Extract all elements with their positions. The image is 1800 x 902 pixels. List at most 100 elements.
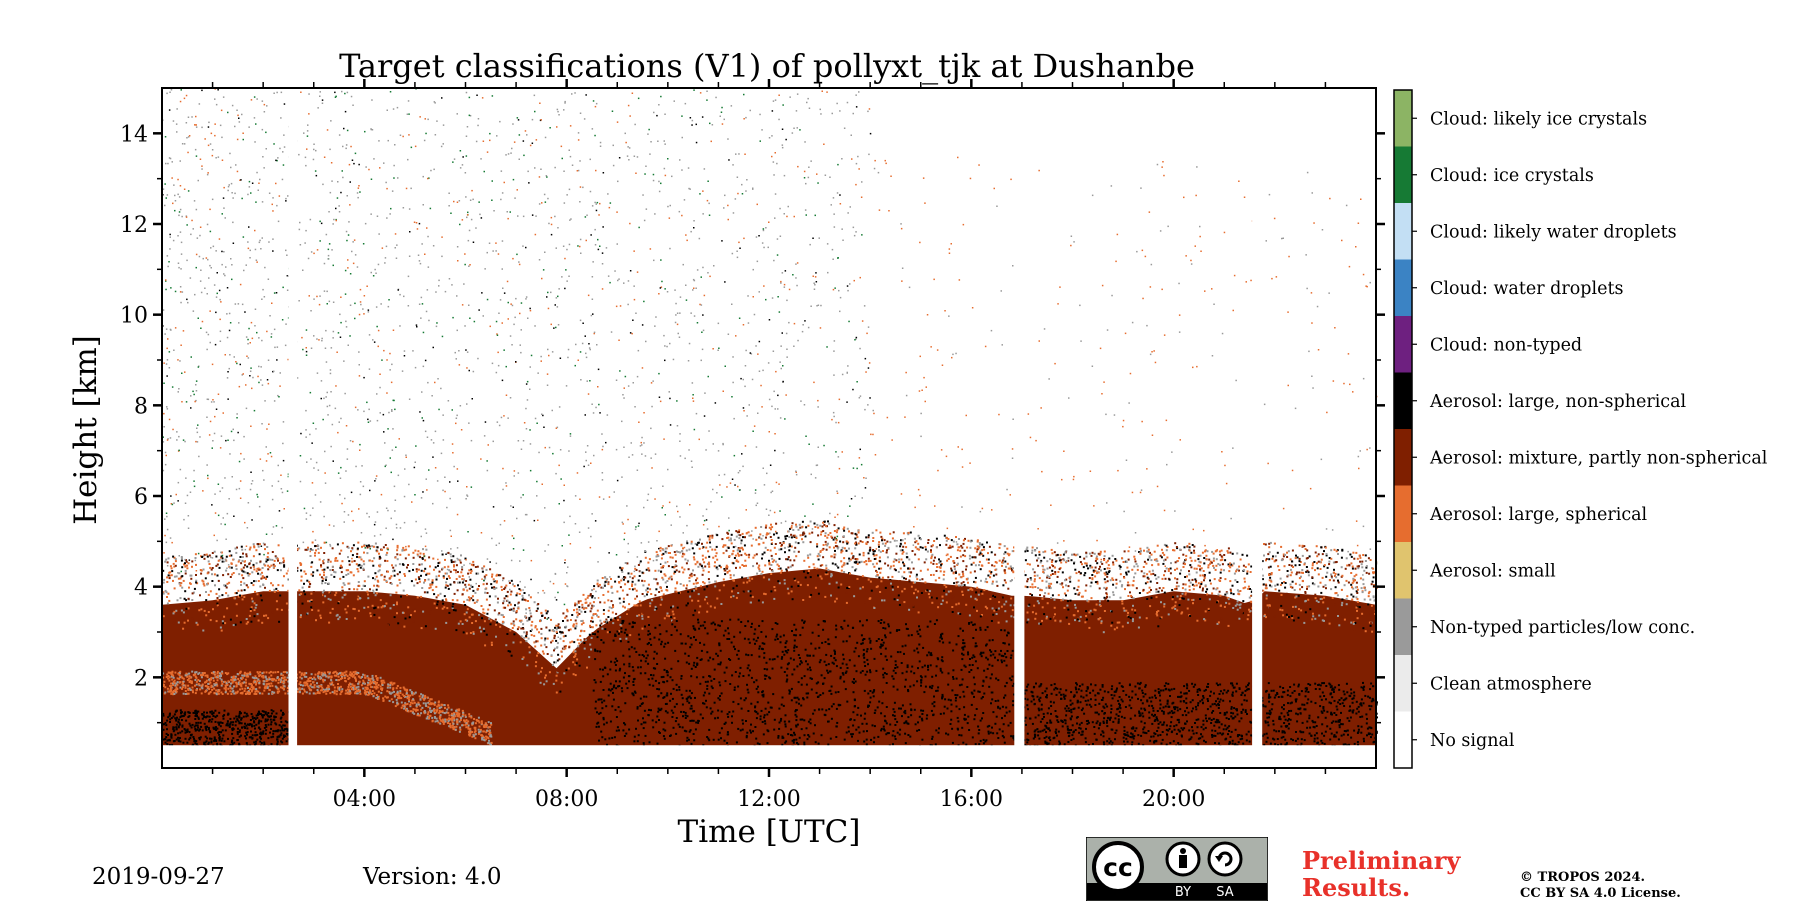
speckle-point <box>1095 557 1098 560</box>
speckle-point <box>758 570 761 572</box>
speckle-point <box>1211 734 1213 736</box>
speckle-point <box>484 588 487 591</box>
speckle-point <box>342 575 345 578</box>
speckle-point <box>715 545 718 548</box>
speckle-point <box>300 569 303 572</box>
speckle-point <box>633 575 636 578</box>
speckle-point <box>810 588 813 591</box>
speckle-point <box>939 566 942 569</box>
speckle-point <box>791 630 793 632</box>
speckle-point <box>867 704 870 707</box>
speckle-point <box>845 640 848 643</box>
speckle-point <box>779 542 782 544</box>
speckle-point <box>1048 586 1051 589</box>
speckle-point <box>1065 561 1068 564</box>
speckle-point <box>783 653 786 656</box>
speckle-point <box>1111 554 1114 557</box>
speckle-point <box>610 607 613 610</box>
speckle-point <box>787 556 790 559</box>
speckle-point <box>1218 742 1220 745</box>
speckle-point <box>1355 573 1358 576</box>
speckle-point <box>634 567 637 570</box>
speckle-point <box>712 658 715 661</box>
speckle-point <box>1080 695 1083 698</box>
speckle-point <box>608 606 611 609</box>
plot-area <box>162 88 1378 748</box>
speckle-point <box>635 569 638 571</box>
speckle-point <box>600 586 603 589</box>
speckle-point <box>941 599 944 602</box>
speckle-point <box>918 537 921 540</box>
speckle-point <box>1093 552 1096 555</box>
speckle-point <box>565 625 568 628</box>
speckle-point <box>803 570 805 573</box>
speckle-point <box>938 561 941 564</box>
speckle-point <box>913 537 916 540</box>
speckle-point <box>990 593 993 596</box>
speckle-point <box>509 593 512 596</box>
speckle-point <box>706 610 709 613</box>
speckle-point <box>1034 617 1037 620</box>
speckle-point <box>239 594 241 597</box>
speckle-point <box>255 562 258 565</box>
speckle-point <box>408 570 411 573</box>
speckle-point <box>1215 564 1218 567</box>
speckle-point <box>499 625 502 628</box>
speckle-point <box>1341 615 1344 618</box>
speckle-point <box>793 577 796 580</box>
speckle-point <box>802 698 805 701</box>
speckle-point <box>690 575 693 578</box>
speckle-point <box>240 583 242 586</box>
speckle-point <box>816 555 819 558</box>
speckle-point <box>1218 590 1221 593</box>
speckle-point <box>235 551 238 554</box>
speckle-point <box>742 536 744 539</box>
speckle-point <box>861 575 864 578</box>
speckle-point <box>314 552 317 554</box>
speckle-point <box>872 540 875 542</box>
speckle-point <box>1334 735 1337 738</box>
speckle-point <box>622 578 625 581</box>
speckle-point <box>1306 549 1309 552</box>
speckle-point <box>854 532 857 535</box>
speckle-point <box>174 560 177 563</box>
speckle-point <box>560 650 563 653</box>
speckle-point <box>347 572 350 575</box>
speckle-point <box>917 558 920 561</box>
speckle-point <box>416 553 419 556</box>
speckle-point <box>473 601 476 604</box>
speckle-point <box>976 539 979 542</box>
speckle-point <box>714 623 716 626</box>
speckle-point <box>1341 574 1344 577</box>
speckle-point <box>1131 568 1134 571</box>
speckle-point <box>869 559 872 562</box>
speckle-point <box>884 586 887 589</box>
speckle-point <box>525 631 528 634</box>
speckle-point <box>792 534 795 537</box>
speckle-point <box>183 621 186 624</box>
speckle-point <box>524 615 527 618</box>
speckle-point <box>498 612 501 615</box>
speckle-point <box>930 591 933 594</box>
speckle-point <box>1219 604 1222 607</box>
speckle-point <box>469 572 472 574</box>
speckle-point <box>493 586 496 589</box>
speckle-point <box>798 523 801 526</box>
speckle-point <box>1220 617 1223 620</box>
speckle-point <box>1064 579 1066 582</box>
speckle-point <box>162 591 165 594</box>
speckle-point <box>623 722 625 725</box>
speckle-point <box>1193 549 1195 552</box>
speckle-point <box>580 630 582 633</box>
speckle-point <box>971 664 974 666</box>
speckle-point <box>960 668 963 671</box>
speckle-point <box>1270 579 1273 582</box>
speckle-point <box>1217 563 1220 565</box>
speckle-point <box>657 555 660 558</box>
speckle-point <box>1335 592 1338 594</box>
speckle-point <box>681 550 683 553</box>
speckle-point <box>763 592 766 595</box>
speckle-point <box>869 669 871 672</box>
speckle-point <box>1066 725 1069 728</box>
speckle-point <box>1052 701 1055 704</box>
